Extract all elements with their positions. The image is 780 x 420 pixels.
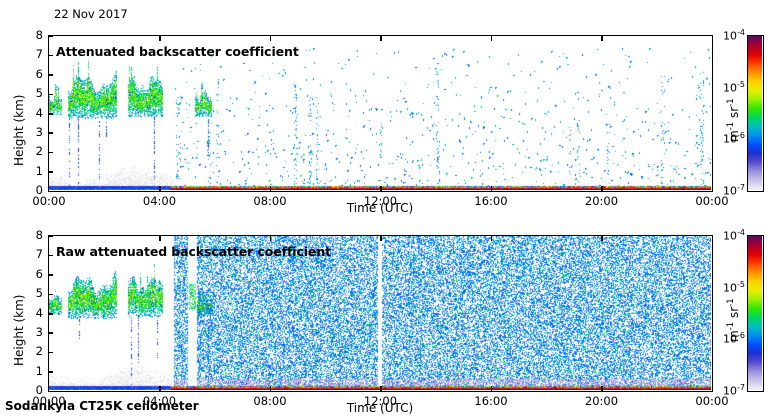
x-tick-label: 04:00 xyxy=(142,194,177,208)
x-axis-label-bottom: Time (UTC) xyxy=(346,401,414,415)
x-tick-label: 12:00 xyxy=(363,394,398,408)
y-tick-label: 5 xyxy=(35,286,43,301)
x-tick-mark xyxy=(159,386,161,391)
y-tick-mark xyxy=(48,371,53,373)
x-tick-label: 00:00 xyxy=(695,394,729,408)
y-tick-mark xyxy=(48,293,53,296)
y-tick-label: 6 xyxy=(35,66,43,81)
y-tick-label: 2 xyxy=(35,144,43,159)
y-tick-mark xyxy=(48,151,53,154)
x-tick-label: 00:00 xyxy=(32,394,66,408)
y-tick-mark xyxy=(48,390,53,392)
colorbar-tick-label: 10-6 xyxy=(723,131,745,146)
x-tick-mark xyxy=(380,236,382,241)
x-tick-mark xyxy=(601,236,603,241)
y-tick-mark xyxy=(48,132,53,134)
x-tick-mark xyxy=(269,236,271,241)
y-tick-label: 8 xyxy=(35,28,43,42)
x-tick-mark xyxy=(601,386,603,391)
colorbar-tick-label: 10-6 xyxy=(723,331,745,346)
y-tick-mark xyxy=(48,313,53,315)
x-tick-label: 04:00 xyxy=(142,394,177,408)
y-tick-label: 2 xyxy=(35,344,43,359)
y-tick-mark xyxy=(48,235,53,237)
y-tick-label: 8 xyxy=(35,228,43,242)
colorbar-tick-label: 10-5 xyxy=(723,279,745,295)
x-tick-mark xyxy=(490,386,492,391)
y-tick-label: 4 xyxy=(35,105,43,120)
y-tick-label: 0 xyxy=(35,183,43,197)
x-tick-mark xyxy=(269,386,271,391)
y-tick-mark xyxy=(48,171,53,173)
colorbar-top xyxy=(747,35,764,192)
y-tick-mark xyxy=(48,54,53,57)
x-tick-label: 08:00 xyxy=(253,194,287,208)
x-axis-label-top: Time (UTC) xyxy=(346,201,414,215)
plot-area-raw-attenuated-backscatter[interactable] xyxy=(48,235,713,392)
y-tick-mark xyxy=(48,190,53,192)
y-tick-label: 3 xyxy=(35,124,43,139)
date-label: 22 Nov 2017 xyxy=(54,7,128,21)
x-tick-label: 20:00 xyxy=(584,394,619,408)
x-tick-mark xyxy=(159,186,161,191)
colorbar-tick-label: 10-4 xyxy=(723,28,745,43)
y-tick-mark xyxy=(48,254,53,257)
x-tick-mark xyxy=(601,186,603,191)
y-tick-label: 5 xyxy=(35,86,43,101)
x-tick-label: 08:00 xyxy=(253,394,287,408)
panel-title-attenuated-backscatter: Attenuated backscatter coefficient xyxy=(56,44,299,59)
y-tick-mark xyxy=(48,113,53,115)
x-tick-label: 00:00 xyxy=(695,194,729,208)
plot-area-attenuated-backscatter[interactable] xyxy=(48,35,713,192)
x-tick-label: 16:00 xyxy=(474,394,508,408)
y-tick-mark xyxy=(48,35,53,37)
x-tick-mark xyxy=(490,36,492,41)
x-tick-mark xyxy=(380,386,382,391)
y-tick-label: 7 xyxy=(35,247,43,262)
x-tick-label: 00:00 xyxy=(32,194,66,208)
y-tick-label: 6 xyxy=(35,266,43,281)
y-tick-label: 3 xyxy=(35,324,43,339)
x-tick-mark xyxy=(490,186,492,191)
x-tick-label: 16:00 xyxy=(474,194,508,208)
x-tick-mark xyxy=(159,36,161,41)
y-tick-label: 1 xyxy=(35,363,43,378)
colorbar-bottom xyxy=(747,235,764,392)
y-tick-label: 0 xyxy=(35,383,43,397)
colorbar-tick-label: 10-7 xyxy=(723,383,745,398)
x-tick-label: 12:00 xyxy=(363,194,398,208)
x-tick-label: 20:00 xyxy=(584,194,619,208)
panel-title-raw-attenuated-backscatter: Raw attenuated backscatter coefficient xyxy=(56,244,332,259)
y-tick-mark xyxy=(48,351,53,354)
x-tick-mark xyxy=(601,36,603,41)
x-tick-mark xyxy=(269,36,271,41)
x-tick-mark xyxy=(269,186,271,191)
y-tick-label: 7 xyxy=(35,47,43,62)
x-tick-mark xyxy=(490,236,492,241)
x-tick-mark xyxy=(380,36,382,41)
y-tick-mark xyxy=(48,74,53,76)
footer-instrument-label: Sodankyla CT25K ceilometer xyxy=(5,399,199,413)
y-tick-mark xyxy=(48,274,53,276)
y-tick-label: 4 xyxy=(35,305,43,320)
y-tick-mark xyxy=(48,93,53,96)
y-tick-label: 1 xyxy=(35,163,43,178)
x-tick-mark xyxy=(159,236,161,241)
colorbar-tick-label: 10-7 xyxy=(723,183,745,198)
x-tick-mark xyxy=(380,186,382,191)
y-tick-mark xyxy=(48,332,53,334)
colorbar-tick-label: 10-5 xyxy=(723,79,745,95)
colorbar-tick-label: 10-4 xyxy=(723,228,745,243)
